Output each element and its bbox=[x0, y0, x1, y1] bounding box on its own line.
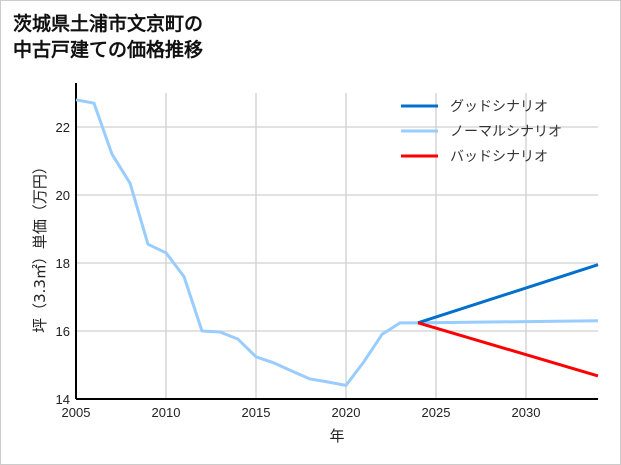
y-tick-label: 22 bbox=[56, 120, 70, 135]
y-axis-label: 坪（3.3㎡）単価（万円） bbox=[31, 159, 49, 333]
x-tick-label: 2010 bbox=[152, 405, 181, 420]
legend-label: グッドシナリオ bbox=[450, 99, 548, 115]
legend-label: バッドシナリオ bbox=[450, 149, 548, 165]
series-line-0 bbox=[417, 263, 599, 325]
y-tick-label: 20 bbox=[56, 188, 70, 203]
title-line-1: 茨城県土浦市文京町の bbox=[13, 13, 204, 35]
x-axis-label: 年 bbox=[329, 427, 344, 445]
y-tick-label: 18 bbox=[56, 256, 70, 271]
series-line-1 bbox=[75, 98, 599, 387]
y-tick-label: 16 bbox=[56, 324, 70, 339]
x-tick-label: 2030 bbox=[512, 405, 541, 420]
x-tick-label: 2025 bbox=[422, 405, 451, 420]
x-tick-label: 2005 bbox=[62, 405, 91, 420]
title-line-2: 中古戸建ての価格推移 bbox=[13, 39, 204, 61]
x-tick-label: 2020 bbox=[332, 405, 361, 420]
y-tick-label: 14 bbox=[56, 392, 70, 407]
chart-title: 茨城県土浦市文京町の 中古戸建ての価格推移 bbox=[13, 11, 203, 63]
x-tick-label: 2015 bbox=[242, 405, 271, 420]
series-line-2 bbox=[417, 321, 599, 378]
legend-label: ノーマルシナリオ bbox=[450, 124, 562, 140]
